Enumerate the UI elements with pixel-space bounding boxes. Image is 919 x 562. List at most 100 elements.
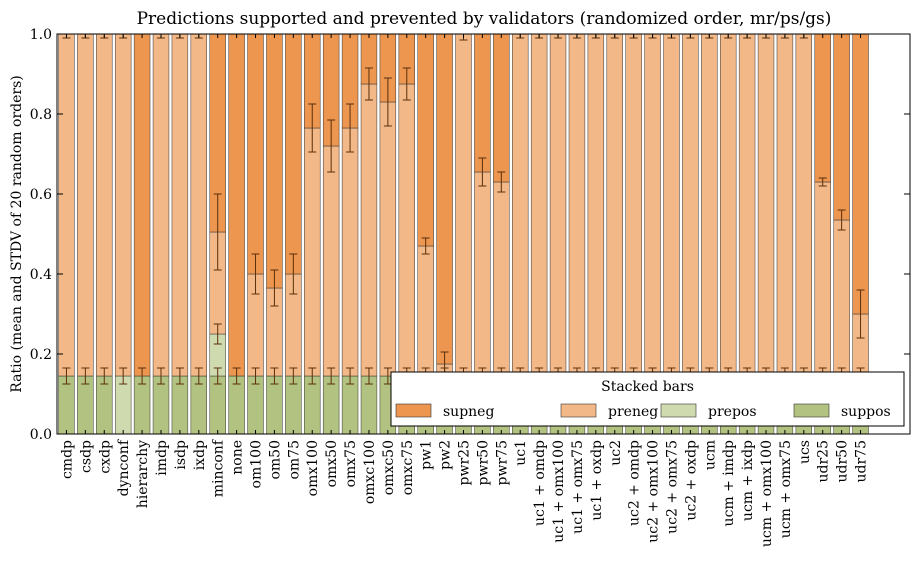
error-bar-suppos-16 <box>364 367 373 385</box>
bar-prepos-3 <box>114 375 132 435</box>
chart-title: Predictions supported and prevented by v… <box>137 9 832 29</box>
plot-frame <box>56 33 911 435</box>
bar-preneg-38 <box>776 33 794 377</box>
error-bar-suppos-2 <box>100 367 109 385</box>
bar-preneg-22 <box>474 171 491 377</box>
error-bar-prepos-3 <box>119 367 128 385</box>
bar-preneg-36 <box>738 33 756 377</box>
bar-preneg-0 <box>58 33 75 377</box>
bar-suppos-16 <box>360 375 378 435</box>
error-bar-suppos-4 <box>138 367 147 385</box>
x-tick-label-37: ucm + omx100 <box>759 440 775 547</box>
x-tick-label-28: uc1 + oxdp <box>589 440 605 521</box>
error-bar-preneg-15 <box>346 103 355 153</box>
x-tick-label-7: ixdp <box>192 440 208 470</box>
bar-supneg-10 <box>247 33 264 275</box>
x-tick-label-33: uc2 + oxdp <box>683 440 699 521</box>
bar-supneg-20 <box>436 33 453 365</box>
x-tick-label-26: uc1 + omx100 <box>551 440 567 543</box>
x-tick-label-27: uc1 + omx75 <box>570 440 586 534</box>
bar-preneg-15 <box>341 127 359 377</box>
bar-preneg-28 <box>587 33 605 377</box>
legend-label-suppos: suppos <box>841 404 891 420</box>
error-bar-suppos-11 <box>270 367 279 385</box>
bar-suppos-1 <box>77 375 94 435</box>
bar-preneg-23 <box>493 181 510 377</box>
x-tick-label-22: pwr50 <box>475 440 491 485</box>
bar-preneg-14 <box>322 145 340 377</box>
x-tick-label-31: uc2 + omx100 <box>646 440 662 543</box>
bar-supneg-4 <box>133 33 151 377</box>
bar-preneg-5 <box>152 33 170 377</box>
legend-entry-preneg: preneg <box>560 403 658 420</box>
bar-supneg-12 <box>285 33 302 275</box>
error-bar-suppos-8 <box>213 367 222 385</box>
bar-suppos-11 <box>266 375 283 435</box>
bar-suppos-15 <box>341 375 359 435</box>
bar-preneg-37 <box>757 33 775 377</box>
y-tick-label-5: 1.0 <box>30 27 52 43</box>
x-tick-label-1: csdp <box>78 440 94 473</box>
x-tick-label-25: uc1 + omdp <box>532 440 548 526</box>
legend-swatch-suppos <box>793 403 830 418</box>
legend-swatch-preneg <box>560 403 597 418</box>
legend-entries: supneg preneg prepos suppos <box>395 403 891 420</box>
bar-preneg-13 <box>304 127 321 377</box>
bar-suppos-12 <box>285 375 302 435</box>
x-tick-label-3: dynconf <box>116 438 132 496</box>
bar-preneg-18 <box>398 83 415 377</box>
bar-preneg-16 <box>360 83 378 377</box>
legend-label-prepos: prepos <box>708 404 757 420</box>
error-bar-preneg-23 <box>497 171 506 193</box>
x-tick-label-41: udr50 <box>835 440 851 483</box>
bar-suppos-7 <box>190 375 207 435</box>
x-tick-label-4: hierarchy <box>135 440 151 508</box>
error-bar-suppos-5 <box>156 367 165 385</box>
legend-entry-suppos: suppos <box>793 403 891 420</box>
bar-preneg-35 <box>720 33 737 377</box>
x-tick-label-12: om75 <box>286 440 302 480</box>
x-tick-label-40: udr25 <box>816 440 832 483</box>
x-tick-label-13: omx100 <box>305 440 321 496</box>
x-tick-label-20: pw2 <box>438 440 454 470</box>
bar-preneg-40 <box>814 181 831 377</box>
error-bar-suppos-15 <box>346 367 355 385</box>
y-tick-label-0: 0.0 <box>30 427 52 443</box>
legend: Stacked bars supneg preneg prepos suppos <box>390 371 905 427</box>
bar-supneg-11 <box>266 33 283 289</box>
legend-swatch-supneg <box>395 403 432 418</box>
bar-preneg-7 <box>190 33 207 377</box>
bar-suppos-4 <box>133 375 151 435</box>
bar-suppos-5 <box>152 375 170 435</box>
error-bar-suppos-1 <box>81 367 90 385</box>
bar-supneg-23 <box>493 33 510 183</box>
bar-preneg-3 <box>114 33 132 377</box>
error-bar-suppos-12 <box>289 367 298 385</box>
bar-supneg-42 <box>852 33 869 315</box>
error-bar-preneg-12 <box>289 253 298 295</box>
error-bar-preneg-11 <box>270 269 279 307</box>
x-tick-label-39: ucs <box>797 440 813 464</box>
error-bar-preneg-13 <box>308 103 317 153</box>
bar-preneg-26 <box>549 33 567 377</box>
x-tick-label-19: pw1 <box>419 440 435 470</box>
x-tick-label-17: omxc50 <box>381 440 397 495</box>
bar-preneg-21 <box>455 33 472 377</box>
bar-supneg-41 <box>833 33 850 221</box>
x-tick-label-18: omxc75 <box>400 440 416 495</box>
axes-layer: cmdp csdp cxdp dynconf hierarchy imdp isdp ixdp… <box>30 27 911 547</box>
bar-preneg-6 <box>171 33 189 377</box>
x-tick-label-24: uc1 <box>513 440 529 466</box>
bar-supneg-9 <box>228 33 245 377</box>
error-bar-preneg-42 <box>856 289 865 339</box>
error-bar-preneg-17 <box>383 77 392 127</box>
bar-suppos-0 <box>58 375 75 435</box>
y-axis-label: Ratio (mean and STDV of 20 random orders… <box>9 75 25 392</box>
bar-suppos-9 <box>228 375 245 435</box>
x-tick-label-2: cxdp <box>97 440 113 474</box>
bar-preneg-41 <box>833 219 850 377</box>
bar-suppos-8 <box>209 375 226 435</box>
error-bar-preneg-41 <box>837 209 846 231</box>
bar-preneg-30 <box>625 33 642 377</box>
